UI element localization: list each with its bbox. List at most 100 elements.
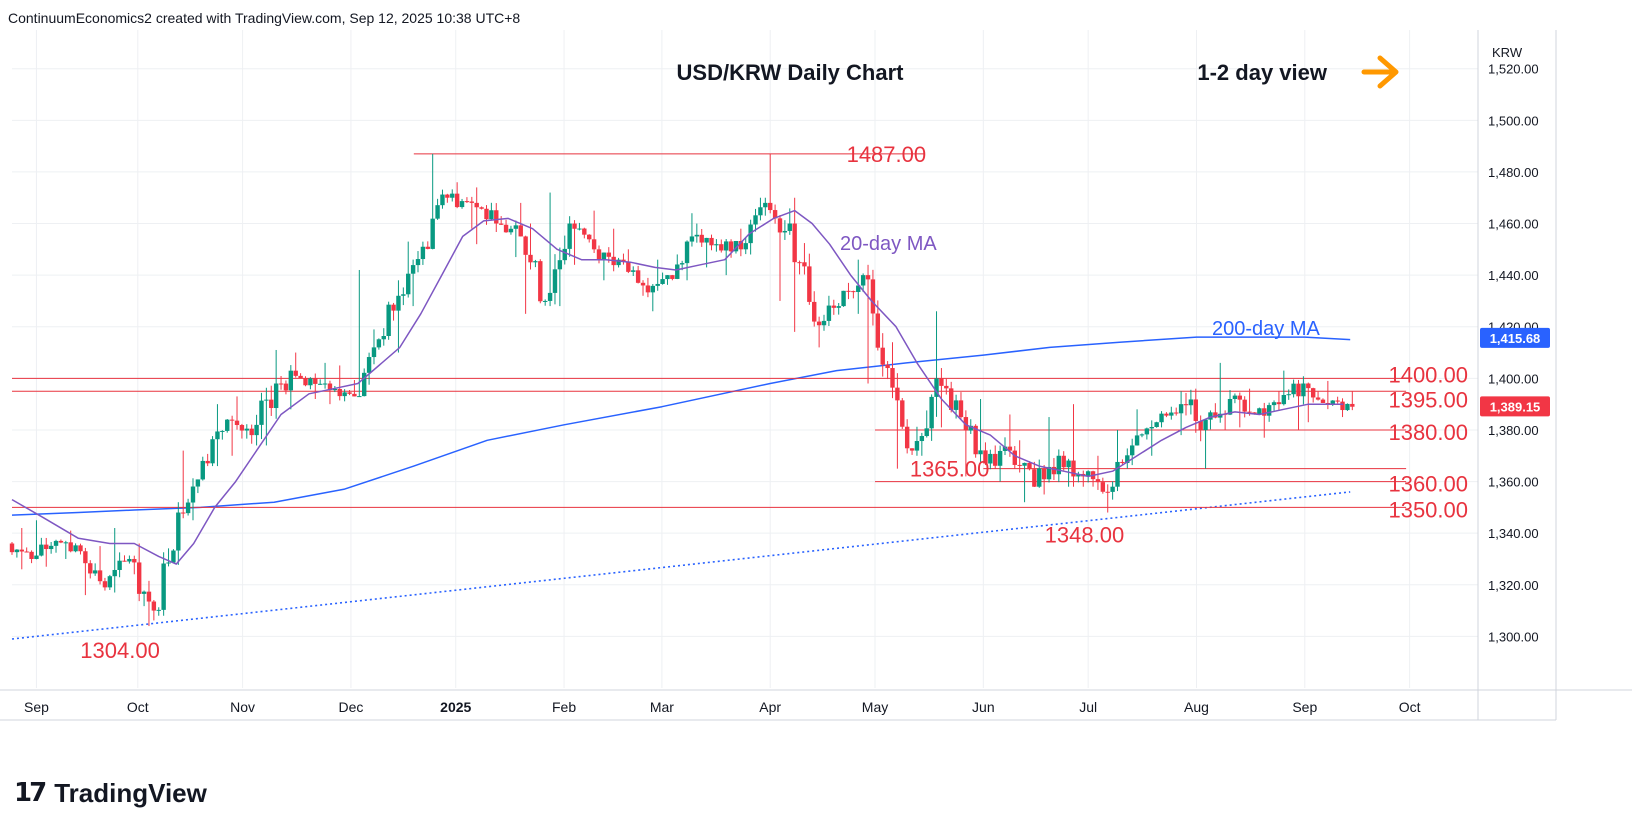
candle-body	[391, 304, 396, 311]
candle-body	[352, 393, 357, 397]
candle-body	[141, 591, 147, 594]
candle-body	[1247, 411, 1252, 413]
candle-body	[1144, 428, 1150, 435]
candle-body	[264, 399, 269, 401]
candle-body	[156, 609, 161, 611]
candle-body	[650, 285, 656, 293]
candle-body	[1115, 461, 1120, 487]
candle-body	[396, 295, 401, 311]
candle-body	[1022, 462, 1027, 466]
candle-body	[406, 273, 411, 295]
candle-body	[1193, 399, 1198, 421]
candle-body	[195, 479, 201, 487]
candle-body	[875, 313, 881, 348]
candle-body	[1271, 402, 1277, 406]
y-tick-label: 1,460.00	[1488, 217, 1539, 232]
candle-body	[239, 425, 245, 431]
ma20-line	[11, 209, 1344, 565]
y-tick-label: 1,480.00	[1488, 165, 1539, 180]
candle-body	[601, 252, 607, 260]
candle-body	[1345, 403, 1350, 411]
candle-body	[489, 210, 494, 220]
candle-body	[851, 291, 856, 293]
x-tick-label: Jul	[1079, 699, 1097, 715]
candle-body	[1320, 399, 1326, 403]
chart-title: USD/KRW Daily Chart	[677, 60, 905, 85]
ma200-series	[11, 336, 1351, 516]
candle-body	[1330, 400, 1335, 405]
candle-body	[900, 400, 905, 427]
candle-body	[841, 290, 846, 307]
candle-body	[479, 207, 484, 209]
candle-body	[1291, 383, 1296, 395]
candle-body	[73, 545, 78, 552]
candle-body	[1266, 405, 1272, 416]
chart-container[interactable]: USD/KRW Daily Chart 1-2 day view 20-day …	[0, 30, 1632, 770]
candle-body	[557, 260, 563, 270]
candle-body	[1350, 403, 1355, 407]
candle-body	[1306, 383, 1311, 389]
candle-body	[322, 383, 328, 385]
y-tick-label: 1,520.00	[1488, 62, 1539, 77]
candle-body	[127, 558, 132, 562]
ma200-price-badge: 1,415.68	[1490, 331, 1541, 346]
last-price-badge-bg	[1480, 396, 1550, 417]
candle-body	[420, 246, 426, 260]
candle-body	[14, 549, 20, 553]
candle-body	[1154, 422, 1159, 427]
axes: KRW	[0, 30, 1632, 721]
candle-body	[357, 396, 362, 398]
candle-body	[939, 378, 944, 386]
y-tick-label: 1,440.00	[1488, 268, 1539, 283]
candle-body	[244, 428, 249, 431]
price-badges: 1,415.68 1,389.15	[1480, 327, 1550, 417]
candle-body	[709, 237, 714, 246]
candle-body	[1095, 479, 1101, 483]
candle-body	[1051, 466, 1057, 475]
candle-body	[151, 601, 157, 611]
level-label: 1487.00	[847, 142, 927, 167]
candle-body	[161, 563, 166, 610]
candle-body	[381, 335, 386, 340]
candle-body	[34, 555, 39, 559]
candle-body	[1085, 471, 1091, 477]
candle-body	[185, 502, 191, 514]
candle-body	[1061, 455, 1066, 468]
level-label: 1365.00	[910, 457, 990, 482]
candle-body	[919, 436, 925, 442]
candle-body	[376, 339, 382, 348]
candle-body	[215, 431, 220, 440]
candle-body	[464, 201, 470, 203]
candle-body	[1041, 468, 1047, 480]
x-tick-label: Oct	[127, 699, 149, 715]
candle-body	[474, 202, 479, 208]
candle-body	[1286, 394, 1291, 396]
level-label: 1380.00	[1388, 420, 1468, 445]
candle-body	[112, 569, 117, 577]
candle-body	[1129, 445, 1135, 456]
candle-body	[743, 243, 748, 250]
candle-body	[1032, 469, 1037, 487]
candle-body	[1213, 412, 1218, 418]
candle-body	[1203, 419, 1208, 431]
candle-body	[1296, 383, 1301, 397]
annotation-label: 1348.00	[1045, 523, 1125, 548]
plot-area	[12, 30, 1478, 688]
candle-body	[1046, 466, 1052, 480]
candle-body	[58, 540, 64, 543]
candle-body	[415, 259, 421, 266]
candle-body	[503, 224, 509, 233]
candle-body	[146, 591, 152, 602]
candle-body	[107, 576, 113, 588]
candle-body	[699, 234, 704, 243]
x-tick-label: Mar	[650, 699, 674, 715]
candle-body	[1110, 486, 1115, 492]
candle-body	[97, 570, 103, 582]
candle-body	[758, 207, 763, 216]
price-chart[interactable]: USD/KRW Daily Chart 1-2 day view 20-day …	[0, 30, 1632, 770]
candle-body	[347, 392, 352, 394]
candle-body	[102, 581, 108, 588]
candle-body	[621, 259, 626, 262]
candle-body	[792, 223, 797, 263]
candle-body	[645, 285, 651, 293]
